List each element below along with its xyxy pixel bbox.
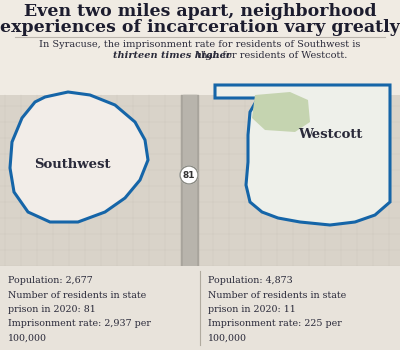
- Circle shape: [180, 166, 198, 184]
- Text: Population: 2,677: Population: 2,677: [8, 276, 93, 285]
- Text: Population: 4,873: Population: 4,873: [208, 276, 293, 285]
- Text: prison in 2020: 81: prison in 2020: 81: [8, 305, 96, 314]
- Text: experiences of incarceration vary greatly: experiences of incarceration vary greatl…: [0, 19, 400, 36]
- FancyBboxPatch shape: [0, 94, 400, 266]
- Polygon shape: [10, 92, 148, 222]
- Text: Even two miles apart, neighborhood: Even two miles apart, neighborhood: [24, 3, 376, 20]
- Text: 100,000: 100,000: [8, 334, 47, 343]
- Text: In Syracuse, the imprisonment rate for residents of Southwest is: In Syracuse, the imprisonment rate for r…: [39, 40, 361, 49]
- Text: prison in 2020: 11: prison in 2020: 11: [208, 305, 296, 314]
- Text: Number of residents in state: Number of residents in state: [8, 290, 146, 300]
- Text: Southwest: Southwest: [34, 159, 110, 172]
- FancyBboxPatch shape: [0, 0, 400, 94]
- Text: 100,000: 100,000: [208, 334, 247, 343]
- Text: than for residents of Westcott.: than for residents of Westcott.: [194, 51, 347, 60]
- FancyBboxPatch shape: [0, 266, 400, 350]
- Text: Number of residents in state: Number of residents in state: [208, 290, 346, 300]
- Text: Imprisonment rate: 2,937 per: Imprisonment rate: 2,937 per: [8, 320, 151, 329]
- Text: Imprisonment rate: 225 per: Imprisonment rate: 225 per: [208, 320, 342, 329]
- Text: Westcott: Westcott: [298, 128, 362, 141]
- Text: thirteen times higher: thirteen times higher: [113, 51, 231, 60]
- Text: 81: 81: [183, 170, 195, 180]
- Polygon shape: [215, 85, 390, 225]
- Polygon shape: [252, 92, 310, 132]
